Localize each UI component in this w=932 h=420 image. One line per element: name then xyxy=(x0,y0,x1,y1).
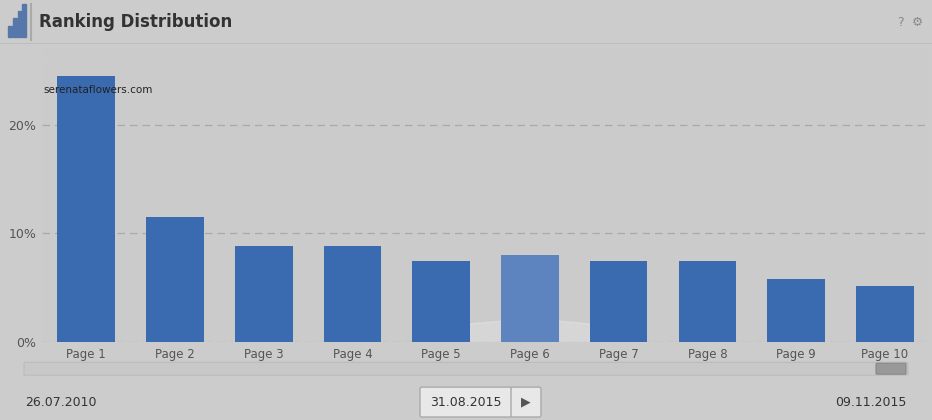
Text: 09.11.2015: 09.11.2015 xyxy=(836,396,907,409)
Bar xyxy=(767,279,825,342)
Bar xyxy=(58,76,116,342)
Bar xyxy=(678,261,736,342)
FancyBboxPatch shape xyxy=(511,387,541,417)
Text: serenataflowers.com: serenataflowers.com xyxy=(44,85,153,95)
Bar xyxy=(13,18,17,37)
Text: Ranking Distribution: Ranking Distribution xyxy=(39,13,232,31)
Bar xyxy=(501,255,559,342)
Bar xyxy=(323,247,381,342)
FancyBboxPatch shape xyxy=(420,387,512,417)
Ellipse shape xyxy=(419,320,641,364)
FancyBboxPatch shape xyxy=(24,362,908,375)
Text: 31.08.2015: 31.08.2015 xyxy=(431,396,501,409)
Bar xyxy=(412,261,470,342)
Bar xyxy=(590,261,648,342)
Bar xyxy=(18,11,21,37)
Text: ▶: ▶ xyxy=(521,396,531,409)
Bar xyxy=(146,217,204,342)
Text: Distribution: Distribution xyxy=(44,53,114,63)
Bar xyxy=(8,26,12,37)
Bar xyxy=(501,255,559,342)
FancyBboxPatch shape xyxy=(876,363,906,374)
Text: ⚙: ⚙ xyxy=(911,16,923,29)
Bar xyxy=(235,247,293,342)
Text: ?: ? xyxy=(897,16,904,29)
Bar xyxy=(856,286,913,342)
Text: 26.07.2010: 26.07.2010 xyxy=(25,396,97,409)
Bar xyxy=(22,4,26,37)
